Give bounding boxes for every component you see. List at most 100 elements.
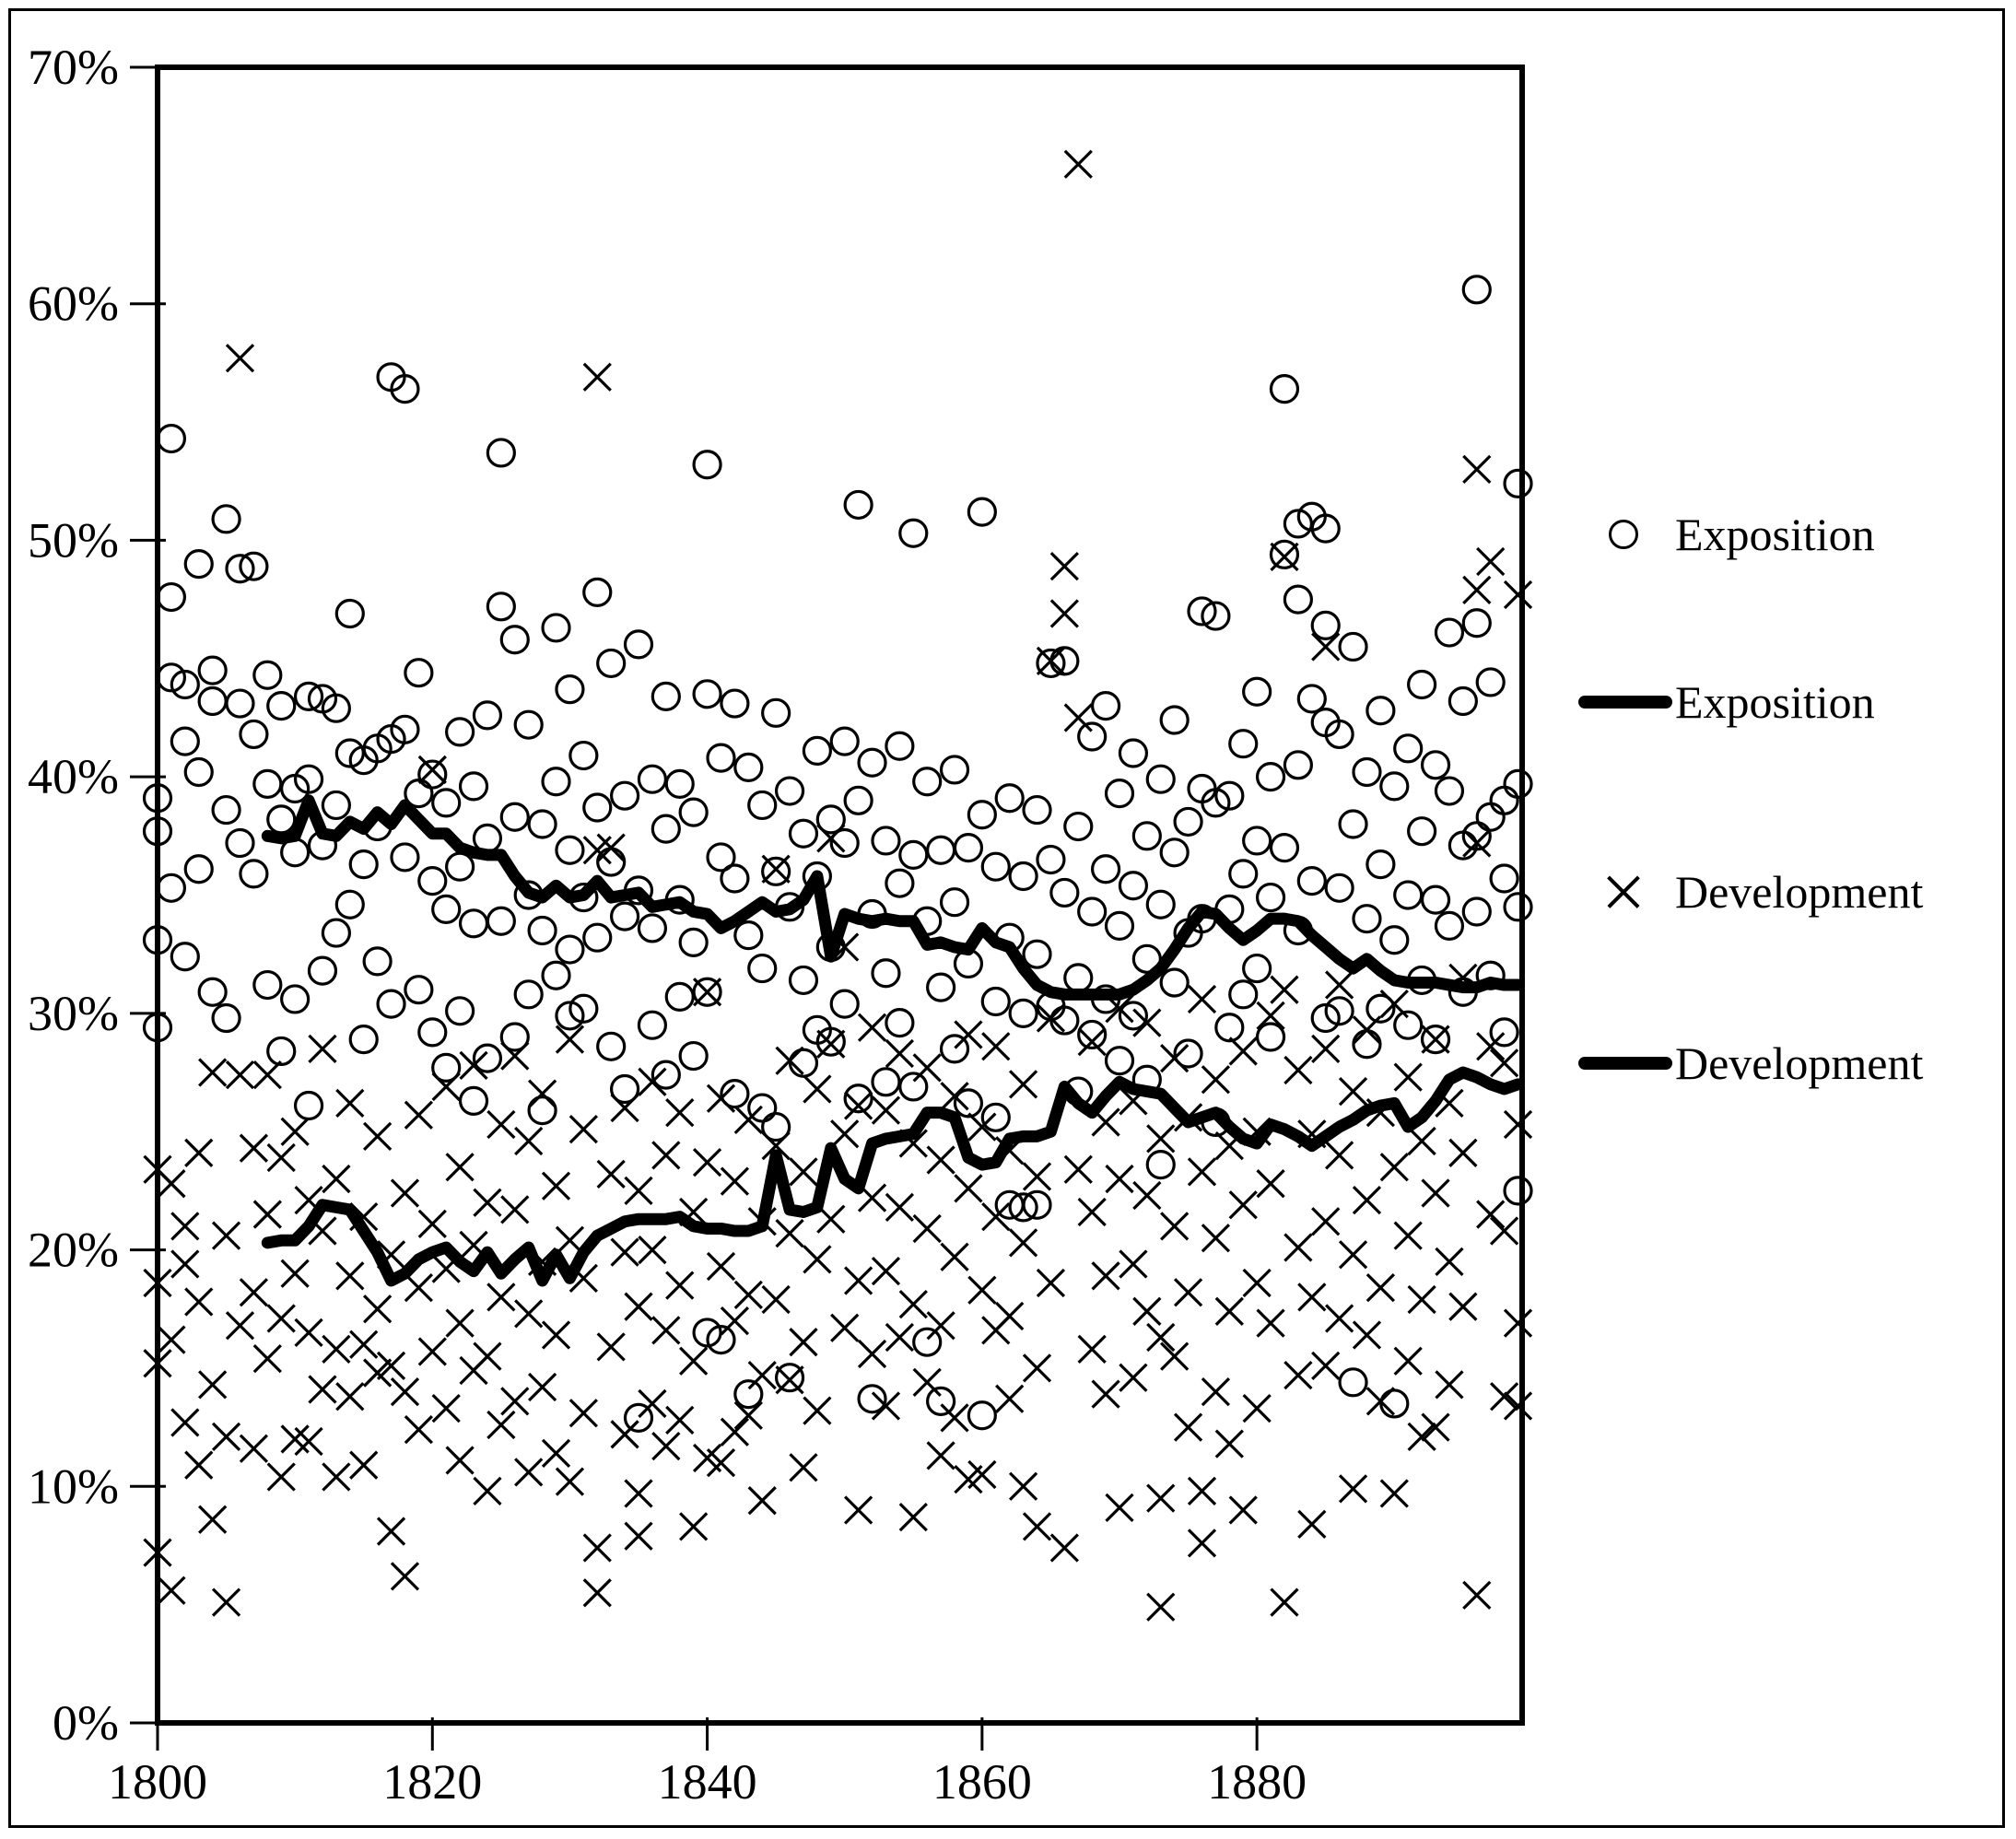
exposition-point (1393, 1010, 1424, 1040)
exposition-point (1145, 764, 1176, 794)
exposition-point (1159, 838, 1190, 868)
exposition-point (651, 814, 681, 844)
development-point (1421, 1412, 1450, 1442)
exposition-point (1324, 996, 1354, 1026)
exposition-point (431, 788, 462, 818)
development-point (1022, 1353, 1052, 1383)
development-point (184, 1138, 214, 1167)
development-point (1270, 1587, 1299, 1617)
development-point (514, 1458, 544, 1487)
exposition-point (1407, 669, 1437, 700)
exposition-point (527, 1095, 557, 1126)
development-point (280, 1117, 310, 1146)
development-point (596, 1332, 626, 1362)
development-point (486, 1109, 516, 1140)
development-point (376, 1517, 406, 1546)
exposition-point (252, 768, 283, 799)
development-point (610, 1093, 639, 1123)
development-point (239, 1278, 269, 1307)
development-point (211, 1422, 241, 1452)
development-point (706, 1251, 736, 1282)
exposition-point (197, 685, 228, 717)
exposition-point (582, 922, 613, 953)
development-point (417, 1337, 447, 1366)
development-point (665, 1405, 695, 1435)
exposition-point (445, 851, 475, 882)
exposition-point (1242, 953, 1272, 984)
development-point (362, 1358, 393, 1388)
exposition-point (623, 629, 654, 660)
legend-label-development-points: Development (1675, 866, 1924, 918)
exposition-point (1365, 849, 1396, 880)
exposition-point (815, 804, 846, 835)
development-point (1160, 1341, 1190, 1371)
development-point (431, 1072, 461, 1102)
exposition-point (692, 1318, 722, 1348)
exposition-point (898, 518, 929, 548)
development-point (1352, 1015, 1382, 1045)
exposition-point (1008, 998, 1038, 1028)
exposition-point (747, 953, 778, 984)
development-point (954, 1020, 983, 1049)
development-point (940, 1082, 969, 1111)
development-point (1283, 1360, 1313, 1390)
plot-frame (155, 64, 1525, 1726)
exposition-point (211, 1002, 241, 1034)
development-point (211, 1587, 241, 1617)
development-point (1146, 1483, 1176, 1513)
development-point (1338, 1076, 1368, 1107)
development-point (940, 1403, 969, 1433)
exposition-point (1242, 826, 1272, 856)
development-point (1407, 1126, 1436, 1156)
exposition-point (939, 887, 970, 918)
exposition-point (1173, 806, 1203, 838)
development-point (1077, 1027, 1107, 1057)
exposition-point (1296, 684, 1327, 714)
exposition-point (967, 1400, 997, 1431)
exposition-point (458, 908, 489, 939)
y-axis-tick-label: 70% (28, 40, 119, 95)
exposition-point (362, 946, 393, 977)
exposition-point (568, 993, 599, 1024)
development-point (638, 1067, 667, 1096)
development-point (1036, 1003, 1066, 1033)
development-point (417, 755, 447, 785)
exposition-point (334, 738, 365, 768)
development-point (500, 1041, 530, 1071)
y-axis-tick-label: 50% (28, 512, 119, 568)
exposition-point (926, 972, 956, 1002)
exposition-point (843, 489, 873, 521)
development-point (1132, 1180, 1162, 1211)
exposition-trend-line (261, 794, 1525, 1001)
exposition-point (1228, 859, 1259, 889)
y-axis-tick-label: 10% (28, 1458, 119, 1514)
development-point (431, 1393, 461, 1423)
development-point (885, 1322, 915, 1353)
exposition-point (1503, 1176, 1533, 1206)
exposition-point (857, 1384, 887, 1414)
development-point (1489, 1216, 1519, 1246)
exposition-point (678, 927, 709, 957)
exposition-point (1420, 1024, 1451, 1055)
exposition-point (555, 674, 585, 705)
development-point (954, 1174, 983, 1203)
y-axis-tick-label: 60% (28, 276, 119, 332)
exposition-point (1379, 925, 1410, 955)
development-point (404, 1415, 434, 1445)
exposition-point (431, 894, 462, 925)
exposition-point (912, 767, 943, 797)
development-point (1462, 575, 1492, 604)
exposition-point (678, 797, 709, 827)
x-axis-tick-label: 1880 (1207, 1754, 1307, 1810)
exposition-point (1118, 871, 1149, 901)
development-point (747, 1360, 777, 1390)
development-point (775, 1046, 804, 1075)
exposition-point (239, 719, 269, 750)
development-point (225, 1311, 255, 1341)
development-point (844, 1091, 873, 1120)
exposition-point (555, 835, 585, 865)
exposition-point (871, 1067, 901, 1097)
exposition-point (1393, 880, 1424, 910)
development-point (1049, 1533, 1079, 1563)
